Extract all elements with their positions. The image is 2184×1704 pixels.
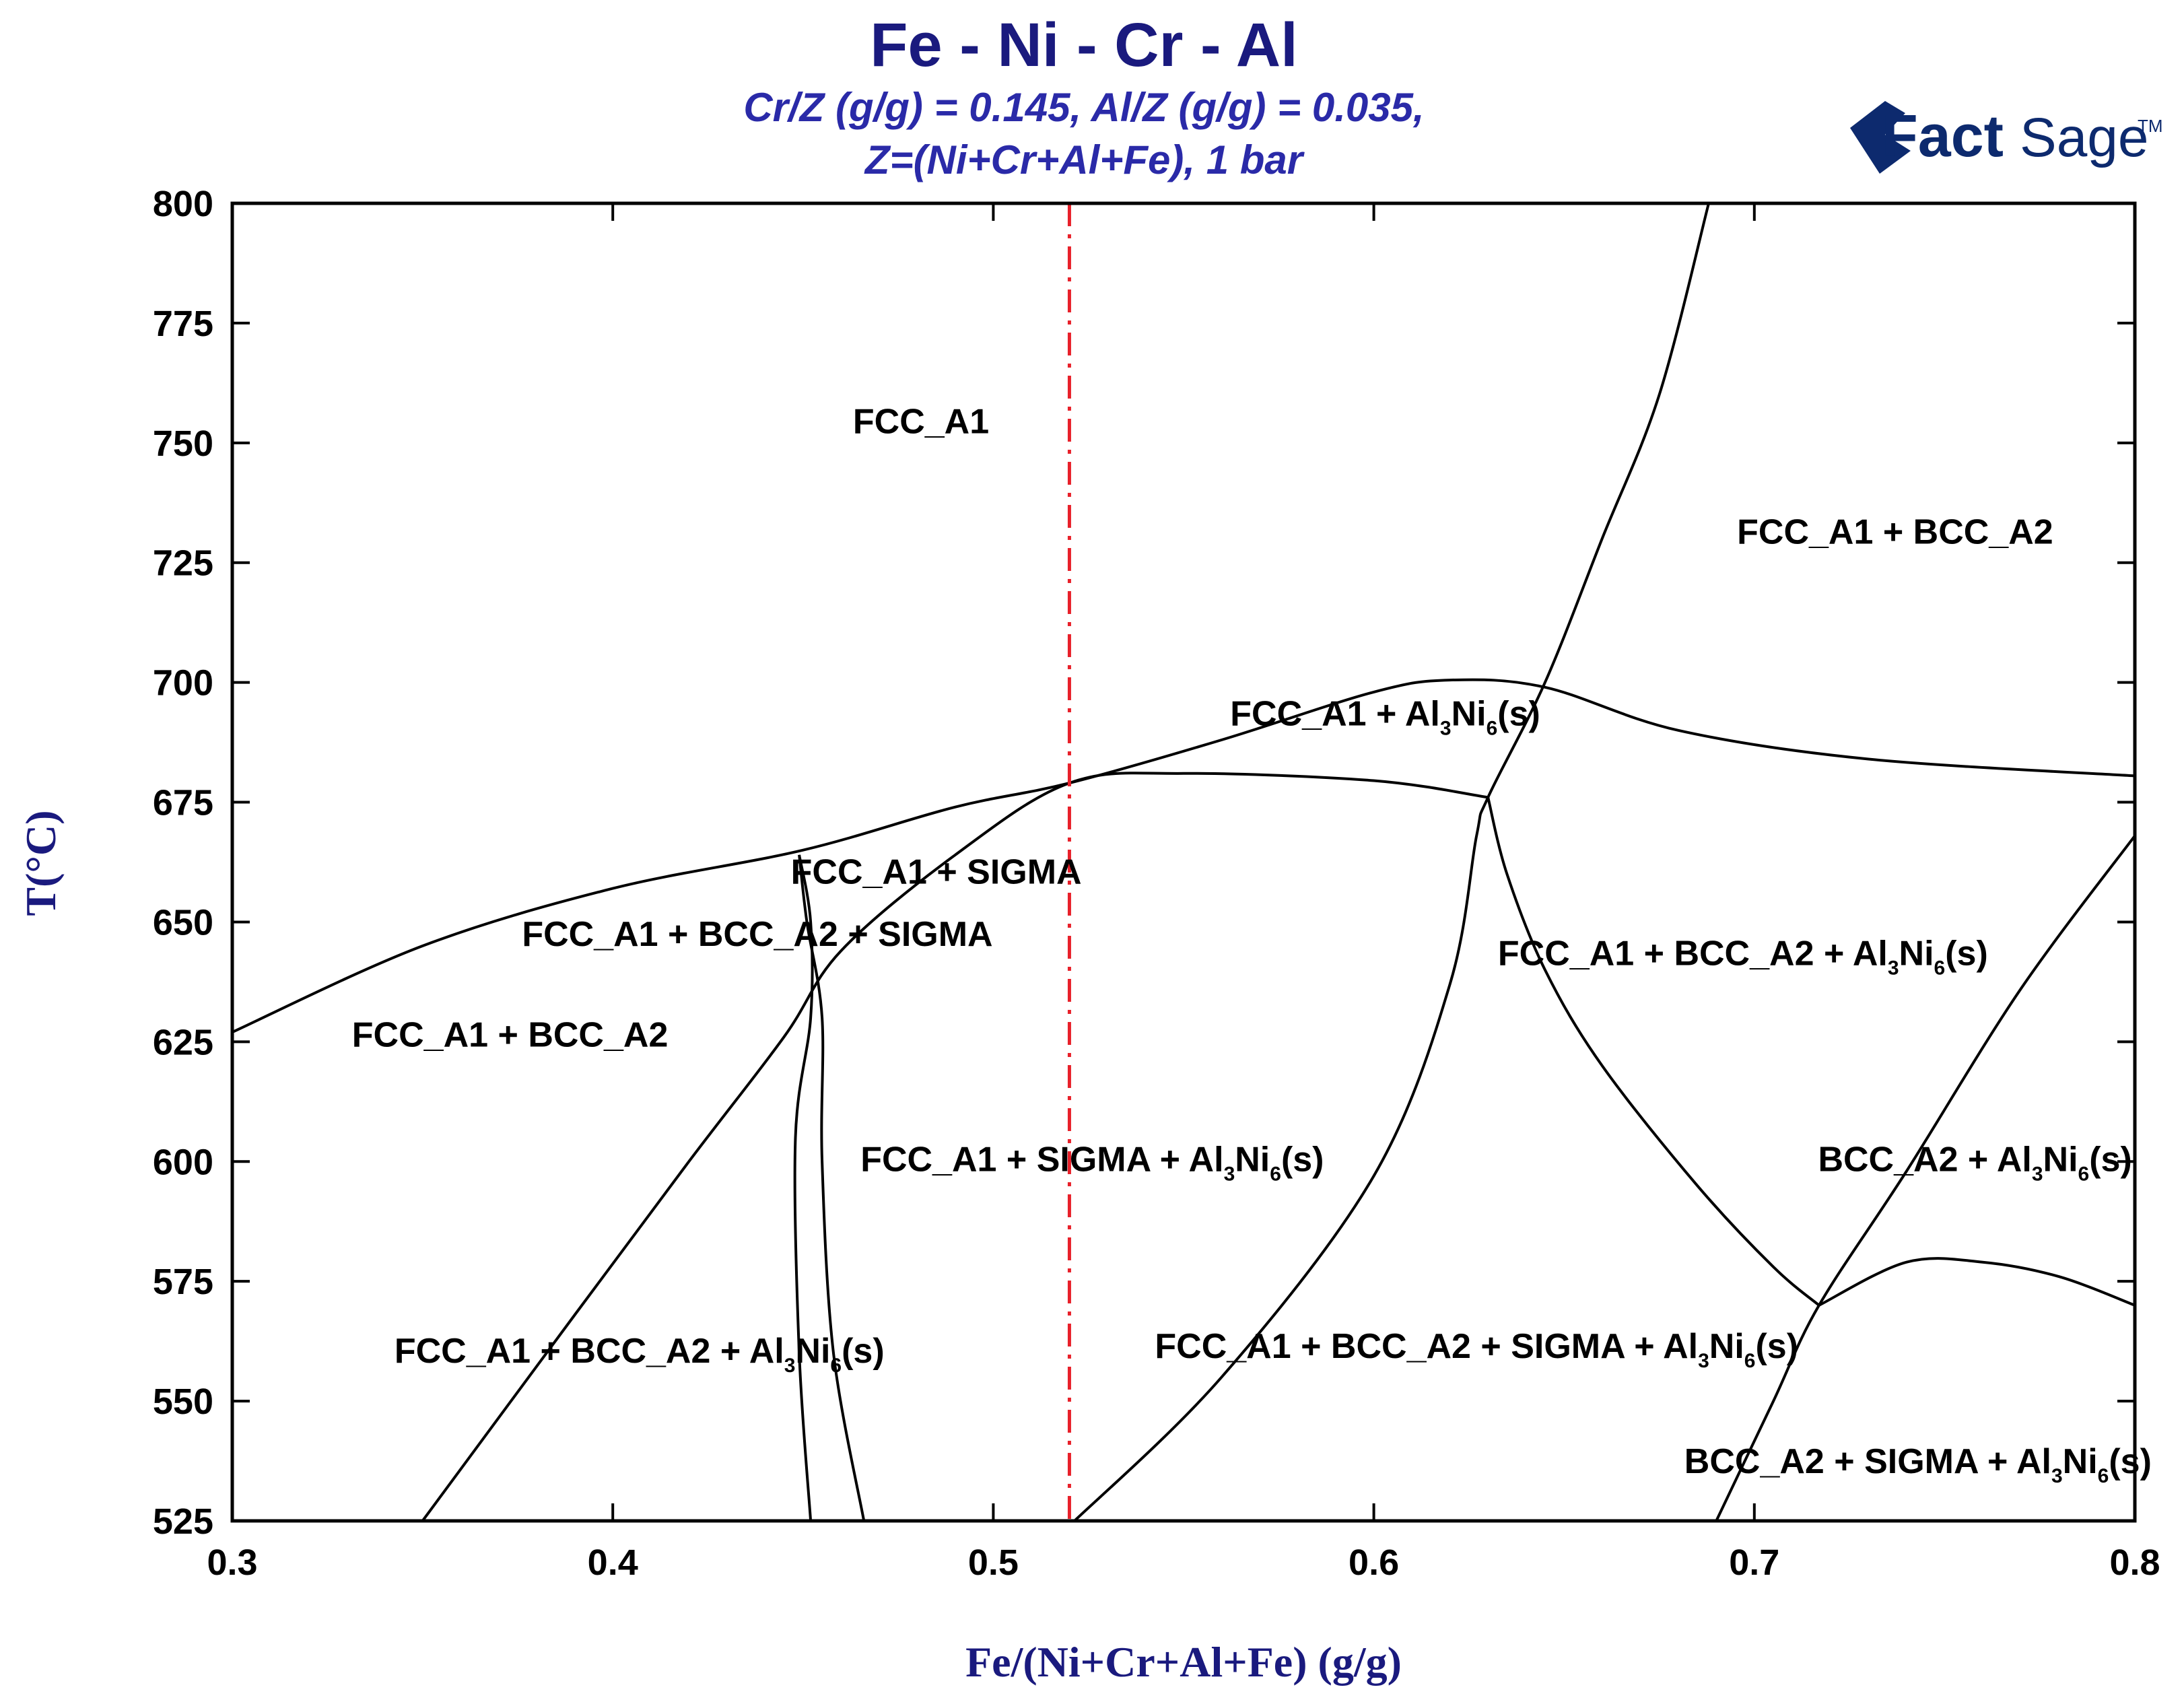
- logo-text-light: Sage: [2020, 107, 2149, 168]
- logo-trademark: TM: [2138, 116, 2163, 136]
- region-label: FCC_A1 + BCC_A2 + Al3Ni6(s): [395, 1332, 885, 1377]
- x-tick-label: 0.6: [1349, 1542, 1399, 1583]
- region-label: FCC_A1 + BCC_A2 + SIGMA: [522, 915, 992, 954]
- chart-title: Fe - Ni - Cr - Al: [870, 11, 1297, 79]
- y-axis-label: T(°C): [17, 810, 65, 916]
- y-tick-label: 700: [153, 663, 213, 704]
- chart-subtitle-line1: Cr/Z (g/g) = 0.145, Al/Z (g/g) = 0.035,: [743, 85, 1424, 130]
- y-tick-label: 600: [153, 1142, 213, 1182]
- phase-boundaries: [232, 203, 2135, 1521]
- region-label: BCC_A2 + Al3Ni6(s): [1818, 1140, 2131, 1186]
- region-label: FCC_A1 + BCC_A2: [352, 1015, 669, 1054]
- y-tick-label: 675: [153, 783, 213, 823]
- phase-boundary-8: [798, 854, 866, 1521]
- y-tick-label: 525: [153, 1501, 213, 1542]
- x-axis-label: Fe/(Ni+Cr+Al+Fe) (g/g): [965, 1638, 1402, 1686]
- y-tick-label: 725: [153, 543, 213, 584]
- logo-text-bold: Fact: [1882, 102, 2004, 169]
- x-tick-label: 0.5: [968, 1542, 1019, 1583]
- region-label: BCC_A2 + SIGMA + Al3Ni6(s): [1684, 1442, 2152, 1487]
- x-tick-label: 0.3: [207, 1542, 257, 1583]
- y-tick-label: 550: [153, 1382, 213, 1422]
- phase-boundary-5: [1818, 1257, 2135, 1307]
- region-label: FCC_A1 + BCC_A2: [1737, 512, 2053, 551]
- x-tick-label: 0.8: [2109, 1542, 2160, 1583]
- region-label: FCC_A1 + BCC_A2 + Al3Ni6(s): [1498, 934, 1988, 980]
- factsage-logo: Fact Sage TM: [1850, 101, 2163, 174]
- y-tick-label: 750: [153, 423, 213, 464]
- phase-boundary-6: [1715, 835, 2135, 1521]
- chart-subtitle-line2: Z=(Ni+Cr+Al+Fe), 1 bar: [864, 137, 1305, 182]
- x-tick-label: 0.7: [1729, 1542, 1779, 1583]
- y-tick-label: 575: [153, 1262, 213, 1302]
- x-tick-label: 0.4: [588, 1542, 638, 1583]
- y-tick-label: 625: [153, 1022, 213, 1062]
- phase-boundary-3: [1072, 203, 1710, 1521]
- phase-boundary-4: [1487, 796, 1820, 1307]
- y-tick-label: 800: [153, 184, 213, 224]
- axis-ticks: 0.3 0.4 0.5 0.6 0.7 0.8 525 550 575 600 625 650 675 7…: [153, 184, 2160, 1583]
- region-label: FCC_A1 + SIGMA: [791, 853, 1082, 892]
- region-label: FCC_A1: [853, 403, 989, 442]
- phase-boundary-7: [793, 854, 814, 1521]
- phase-boundary-1: [232, 678, 2135, 1033]
- phase-boundary-2: [421, 772, 1489, 1521]
- logo-mark-icon: [1850, 101, 1911, 174]
- region-label: FCC_A1 + Al3Ni6(s): [1230, 695, 1540, 740]
- region-label: FCC_A1 + BCC_A2 + SIGMA + Al3Ni6(s): [1155, 1327, 1798, 1372]
- y-tick-label: 775: [153, 304, 213, 344]
- y-tick-label: 650: [153, 902, 213, 943]
- plot-frame: [230, 201, 2137, 1523]
- region-label: FCC_A1 + SIGMA + Al3Ni6(s): [860, 1140, 1324, 1186]
- region-labels: FCC_A1 FCC_A1 + BCC_A2 FCC_A1 + Al3Ni6(s) F…: [352, 403, 2152, 1487]
